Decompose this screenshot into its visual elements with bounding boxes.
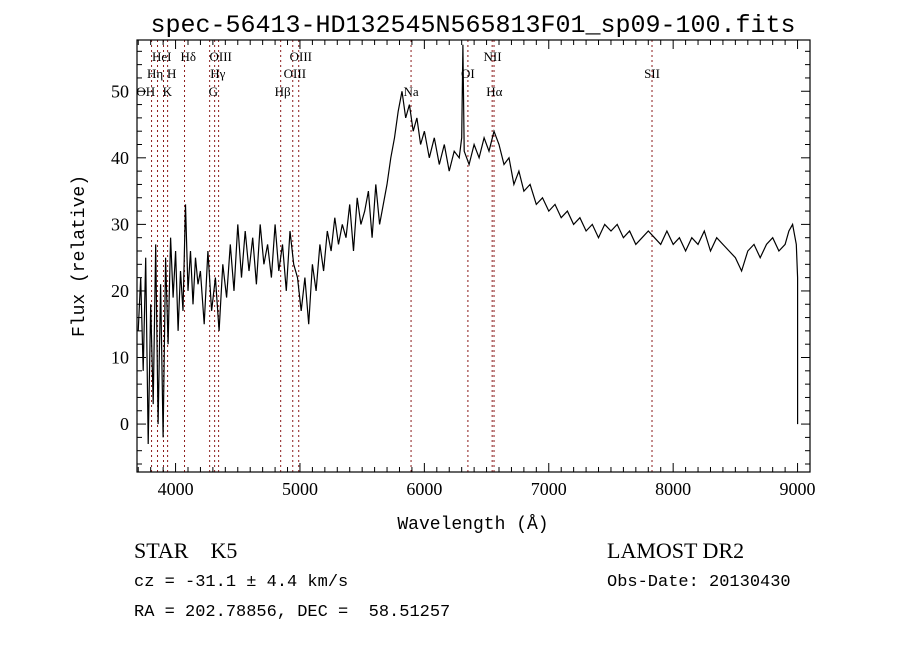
y-tick-label: 50 [111, 81, 129, 101]
spectral-line-label: OIII [284, 66, 306, 81]
y-tick-label: 40 [111, 148, 129, 168]
coordinates: RA = 202.78856, DEC = 58.51257 [134, 603, 451, 622]
y-tick-label: 10 [111, 348, 129, 368]
spectral-line-label: G [209, 84, 218, 99]
spectral-line-label: SII [644, 66, 660, 81]
spectral-line-label: NII [484, 49, 502, 64]
x-tick-label: 5000 [282, 479, 318, 499]
y-axis-label: Flux (relative) [70, 175, 90, 337]
spectral-line-label: Hβ [275, 84, 291, 99]
x-tick-label: 7000 [531, 479, 567, 499]
y-tick-label: 0 [120, 414, 129, 434]
spectral-line-label: OIII [290, 49, 312, 64]
spectral-line-label: Hδ [180, 49, 196, 64]
spectral-line-label: H [167, 66, 176, 81]
x-tick-label: 9000 [780, 479, 816, 499]
obs-date: Obs-Date: 20130430 [607, 573, 791, 592]
spectrum-series-line [137, 44, 799, 445]
x-tick-label: 8000 [655, 479, 691, 499]
x-tick-label: 4000 [158, 479, 194, 499]
spectral-line-label: HeI [152, 49, 172, 64]
spectral-line-label: OI [461, 66, 475, 81]
chart-title: spec-56413-HD132545N565813F01_sp09-100.f… [150, 11, 795, 40]
x-tick-label: 6000 [406, 479, 442, 499]
plot-frame [136, 39, 811, 473]
spectral-line-label: Hα [486, 84, 502, 99]
spectral-line-label: Hγ [210, 66, 225, 81]
y-tick-label: 30 [111, 214, 129, 234]
x-axis-label: Wavelength (Å) [397, 514, 548, 535]
spectral-line-label: Na [403, 84, 418, 99]
spectral-line-label: Hη [147, 66, 163, 81]
redshift-cz: cz = -31.1 ± 4.4 km/s [134, 573, 349, 592]
object-class: STAR K5 [134, 538, 238, 563]
spectral-line-label: K [163, 84, 173, 99]
axis-ticks: 4000 5000 6000 7000 8000 9000 0 10 20 30 40 50 [111, 40, 816, 499]
y-tick-label: 20 [111, 281, 129, 301]
survey-name: LAMOST DR2 [607, 538, 745, 563]
spectral-line-label: OIII [210, 49, 232, 64]
